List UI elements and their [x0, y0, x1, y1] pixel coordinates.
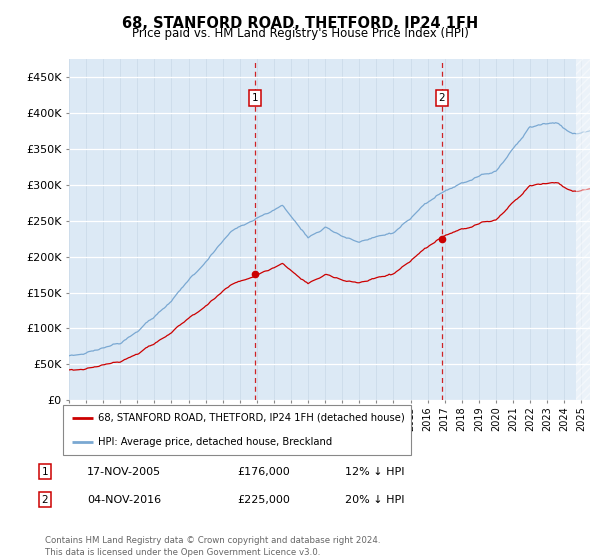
- Text: £225,000: £225,000: [237, 494, 290, 505]
- Text: 12% ↓ HPI: 12% ↓ HPI: [345, 466, 404, 477]
- Bar: [575, 59, 590, 400]
- Text: £176,000: £176,000: [237, 466, 290, 477]
- Text: 2: 2: [41, 494, 49, 505]
- Text: 68, STANFORD ROAD, THETFORD, IP24 1FH (detached house): 68, STANFORD ROAD, THETFORD, IP24 1FH (d…: [98, 413, 404, 423]
- Text: 1: 1: [41, 466, 49, 477]
- Text: Price paid vs. HM Land Registry's House Price Index (HPI): Price paid vs. HM Land Registry's House …: [131, 27, 469, 40]
- Text: 04-NOV-2016: 04-NOV-2016: [87, 494, 161, 505]
- Text: Contains HM Land Registry data © Crown copyright and database right 2024.
This d: Contains HM Land Registry data © Crown c…: [45, 536, 380, 557]
- Text: 68, STANFORD ROAD, THETFORD, IP24 1FH: 68, STANFORD ROAD, THETFORD, IP24 1FH: [122, 16, 478, 31]
- Text: HPI: Average price, detached house, Breckland: HPI: Average price, detached house, Brec…: [98, 437, 332, 447]
- FancyBboxPatch shape: [63, 405, 411, 455]
- Text: 1: 1: [251, 94, 258, 104]
- Text: 20% ↓ HPI: 20% ↓ HPI: [345, 494, 404, 505]
- Text: 2: 2: [439, 94, 445, 104]
- Text: 17-NOV-2005: 17-NOV-2005: [87, 466, 161, 477]
